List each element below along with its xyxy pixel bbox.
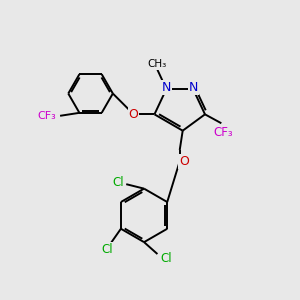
Text: CH₃: CH₃ bbox=[148, 59, 167, 69]
Text: Cl: Cl bbox=[160, 252, 172, 265]
Text: N: N bbox=[162, 81, 171, 94]
Text: CF₃: CF₃ bbox=[213, 126, 233, 139]
Text: CF₃: CF₃ bbox=[37, 111, 56, 121]
Text: Cl: Cl bbox=[112, 176, 124, 189]
Text: N: N bbox=[188, 81, 198, 94]
Text: Cl: Cl bbox=[102, 243, 113, 256]
Text: O: O bbox=[129, 108, 139, 121]
Text: O: O bbox=[179, 155, 189, 168]
